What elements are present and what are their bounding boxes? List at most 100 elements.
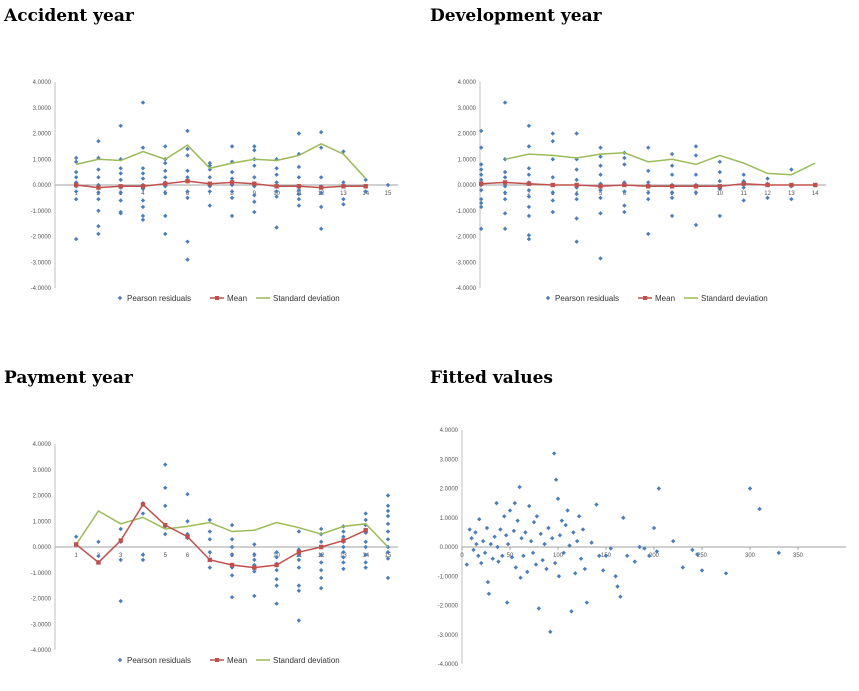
residual-point [207,175,212,180]
x-tick-label: 5 [599,191,603,197]
mean-point [229,562,235,568]
residual-point [363,539,368,545]
residual-point [526,166,532,171]
fitted-point [492,534,497,539]
residual-point [646,145,651,150]
residual-point [118,171,123,176]
fitted-point [582,566,588,572]
payment-year-chart: 4.0000 3.0000 2.0000 1.0000 0.0000 -1.0000 -2.… [31,442,398,665]
residual-point [229,169,235,175]
residual-point [118,557,123,563]
residual-point [478,177,484,183]
fitted-point [542,541,547,547]
residual-point [341,560,346,565]
residual-point [252,209,257,215]
residual-point [478,162,484,167]
y-tick-label: 1.0000 [33,157,52,163]
y-tick-label: -3.0000 [31,622,52,628]
residual-point [385,529,391,534]
residual-point [229,537,235,542]
mean-point [693,184,699,189]
legend-residual-marker [117,657,123,663]
residual-point [646,196,651,202]
residual-point [163,485,168,490]
y-tick-label: 4.0000 [440,428,459,434]
residual-point [622,162,627,167]
residual-point [622,155,627,161]
fitted-point [553,477,559,482]
mean-point [789,182,794,188]
residual-point [163,190,168,195]
mean-point [296,549,302,555]
mean-point [185,178,190,184]
residual-point [96,196,101,202]
legend-sd-label: Standard deviation [273,294,340,303]
residual-point [118,526,123,532]
residual-point [163,175,168,180]
residual-point [318,586,324,591]
y-tick-label: 4.0000 [458,80,477,86]
fitted-point [464,562,469,567]
residual-point [526,194,532,199]
residual-point [96,208,101,213]
mean-point [363,528,368,533]
fitted-point [580,527,586,532]
residual-point [741,185,746,190]
sd-line [75,509,389,548]
residual-point [118,211,123,216]
fitted-point [621,515,626,520]
x-tick-label: 50 [507,553,514,559]
residual-point [622,209,627,215]
x-tick-label: 6 [186,553,190,559]
fitted-point [613,574,618,579]
mean-point [318,544,324,550]
residual-point [693,172,699,177]
residual-point [502,100,508,105]
y-tick-label: 4.0000 [33,442,52,448]
residual-point [163,144,168,149]
residual-point [502,169,508,175]
residual-point [185,168,190,174]
x-tick-label: 1 [74,191,78,197]
residual-point [296,529,302,534]
residual-point [478,128,484,134]
x-tick-label: 12 [764,191,771,197]
residual-point [296,164,302,170]
fitted-point [548,629,553,635]
fitted-point [556,574,562,579]
fitted-point [494,500,499,506]
residual-point [118,166,123,171]
residual-point [502,175,508,180]
residual-point [296,588,302,593]
residual-point [341,529,346,534]
mean-point [229,180,235,185]
residual-point [318,145,324,150]
fitted-point [477,517,482,522]
residual-point [478,204,484,210]
residual-point [341,196,346,202]
fitted-point [482,550,488,556]
fitted-point [637,544,642,550]
fitted-point [498,527,503,532]
residual-point [207,203,212,208]
x-tick-label: 10 [273,191,280,197]
residual-point [526,204,532,210]
residual-point [341,544,346,550]
fitted-point [495,544,500,550]
fitted-point [502,514,507,519]
residual-point [118,598,123,604]
residual-point [669,213,675,219]
y-tick-label: -2.0000 [31,597,52,603]
y-tick-label: 0.0000 [33,183,52,189]
residual-point [526,187,532,193]
residual-point [274,225,279,230]
legend-sd-label: Standard deviation [701,294,768,303]
residual-point [163,168,168,174]
residual-point [73,175,79,180]
residual-point [741,198,746,203]
residual-point [96,539,101,545]
residual-point [789,167,794,172]
residual-point [318,130,324,135]
residual-point [274,576,279,582]
residual-point [717,169,723,175]
